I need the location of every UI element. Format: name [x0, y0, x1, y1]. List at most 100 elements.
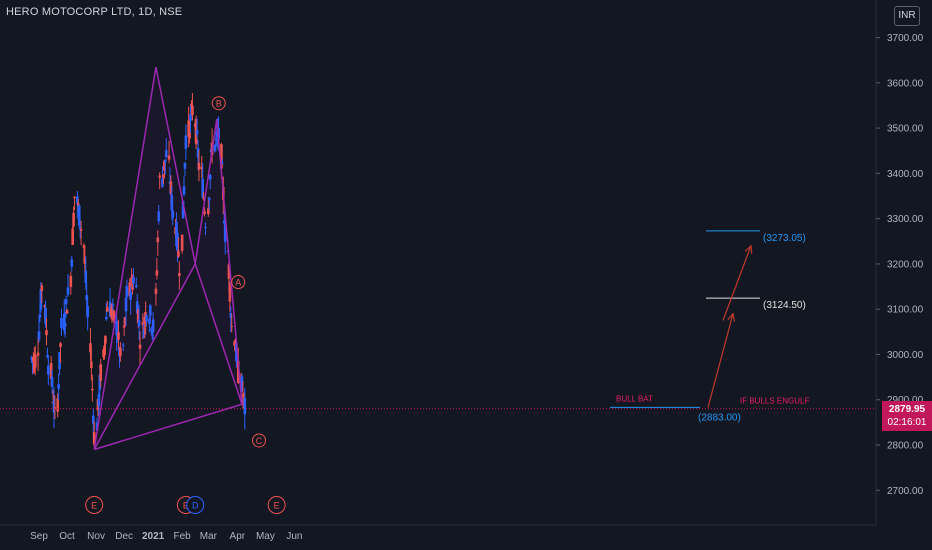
candle-body	[196, 148, 200, 158]
point-b-label: B	[211, 96, 226, 111]
candle-body	[122, 325, 126, 328]
candle-body	[79, 229, 83, 231]
candle-body	[149, 305, 152, 316]
candle-body	[76, 203, 80, 206]
candle-body	[220, 144, 223, 169]
candle-body	[181, 200, 185, 219]
candle-body	[243, 398, 247, 415]
candle-body	[131, 282, 134, 290]
candle-body	[97, 393, 101, 406]
event-marker-text: E	[91, 501, 97, 511]
candle-body	[111, 304, 115, 306]
currency-button[interactable]: INR	[894, 6, 920, 26]
candle-body	[102, 349, 105, 358]
candle-body	[170, 194, 174, 211]
target2-arrow	[722, 244, 753, 321]
candle-body	[91, 415, 95, 424]
candle-body	[229, 312, 233, 318]
point-c-label-text: C	[256, 436, 263, 446]
candle-body	[92, 431, 96, 445]
candle-body	[142, 330, 146, 338]
candle-body	[128, 282, 132, 296]
candle-body	[214, 138, 218, 140]
price-tick-label: 3600.00	[887, 78, 924, 89]
candle-body	[183, 163, 187, 169]
candle-body	[49, 363, 53, 379]
candle-body	[156, 237, 160, 243]
candle-body	[240, 376, 244, 389]
current-price-badge: 2879.95 02:16:01	[882, 401, 932, 431]
candle-body	[221, 163, 224, 165]
candle-body	[200, 166, 204, 170]
candle-body	[163, 160, 166, 171]
candle-body	[195, 130, 199, 135]
event-marker-text: E	[274, 501, 280, 511]
candle-body	[207, 208, 210, 215]
time-tick-label: Feb	[174, 531, 192, 542]
candle-body	[136, 309, 140, 323]
symbol-title[interactable]: HERO MOTOCORP LTD, 1D, NSE	[6, 6, 183, 18]
candle-body	[72, 212, 75, 227]
candle-body	[158, 175, 161, 178]
candle-body	[202, 197, 205, 199]
candle-body	[53, 407, 57, 409]
candle-body	[105, 316, 108, 320]
pattern-triangle-xab[interactable]	[93, 66, 197, 450]
price-tick-label: 3400.00	[887, 169, 924, 180]
candle-body	[112, 310, 116, 321]
target2-label: (3273.05)	[763, 233, 806, 244]
pattern-triangle-bcd[interactable]	[194, 118, 243, 405]
candle-body	[242, 394, 246, 397]
candle-body	[207, 198, 211, 201]
candle-body	[56, 398, 60, 412]
pattern-name-label: BULL BAT	[616, 394, 653, 403]
candle-body	[71, 228, 74, 245]
candle-body	[189, 114, 192, 121]
annotation-layer: BULL BAT (2883.00) IF BULLS ENGULF (3124.50…	[0, 230, 876, 423]
dividend-marker[interactable]: D	[186, 496, 205, 514]
candle-body	[213, 144, 217, 151]
bulls-engulf-note: IF BULLS ENGULF	[740, 396, 809, 405]
price-tick-label: 3200.00	[887, 259, 924, 270]
candle-body	[171, 210, 175, 218]
candle-body	[208, 174, 212, 180]
candle-body	[236, 360, 240, 383]
candles-layer	[30, 93, 247, 448]
candle-body	[177, 250, 180, 257]
candle-body	[105, 307, 109, 312]
candle-body	[137, 320, 141, 327]
candle-body	[163, 159, 167, 163]
candle-body	[201, 178, 205, 198]
candle-body	[204, 226, 207, 228]
price-tick-label: 3300.00	[887, 214, 924, 225]
candle-body	[73, 196, 76, 199]
candle-body	[233, 341, 236, 346]
price-axis[interactable]: 3700.00 3600.00 3500.00 3400.00 3300.00 3200.…	[875, 0, 924, 525]
price-tick-label: 2800.00	[887, 441, 924, 452]
candle-body	[33, 354, 37, 368]
candle-body	[95, 422, 99, 431]
candle-body	[129, 292, 132, 300]
pattern-xd-leg[interactable]	[93, 403, 243, 451]
pattern-layer[interactable]: A B C	[93, 66, 267, 451]
time-axis[interactable]: Sep Oct Nov Dec 2021 Feb Mar Apr May Jun	[0, 524, 876, 542]
earnings-marker[interactable]: E	[85, 496, 104, 514]
candle-body	[59, 343, 62, 347]
candle-body	[86, 306, 89, 318]
event-marker-text: E	[183, 501, 189, 511]
candle-body	[44, 307, 47, 324]
bar-countdown: 02:16:01	[887, 417, 927, 428]
earnings-marker[interactable]: E	[267, 496, 286, 514]
candle-body	[90, 361, 93, 369]
candle-body	[36, 352, 40, 356]
candle-body	[164, 150, 168, 158]
time-tick-label: Sep	[30, 531, 48, 542]
event-marker-text: D	[192, 501, 199, 511]
candle-body	[223, 223, 227, 242]
candle-body	[135, 301, 139, 314]
entry-price-label: (2883.00)	[698, 412, 741, 423]
price-tick-label: 2700.00	[887, 486, 924, 497]
